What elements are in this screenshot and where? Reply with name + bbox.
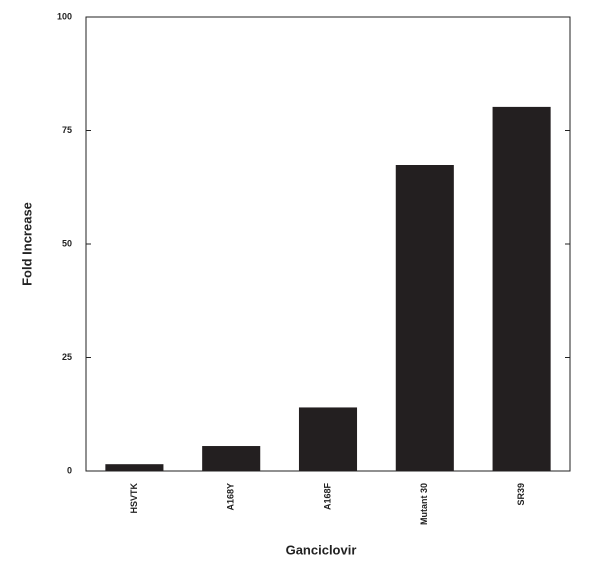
- y-tick-label: 0: [67, 465, 72, 475]
- x-axis-title: Ganciclovir: [286, 542, 357, 557]
- x-tick-label: A168Y: [226, 483, 236, 511]
- bar: [395, 165, 454, 471]
- y-axis-title: Fold Increase: [19, 202, 34, 286]
- y-tick-label: 25: [62, 352, 72, 362]
- x-tick-label: A168F: [322, 483, 332, 511]
- bar: [298, 407, 358, 471]
- bar: [202, 446, 261, 471]
- y-tick-label: 50: [62, 238, 72, 248]
- y-tick-label: 100: [57, 11, 72, 21]
- x-tick-label: Mutant 30: [419, 483, 429, 525]
- bar: [492, 106, 551, 471]
- bar: [105, 464, 164, 471]
- x-tick-label: SR39: [516, 483, 526, 506]
- x-tick-label: HSVTK: [129, 483, 139, 514]
- y-tick-label: 75: [62, 125, 72, 135]
